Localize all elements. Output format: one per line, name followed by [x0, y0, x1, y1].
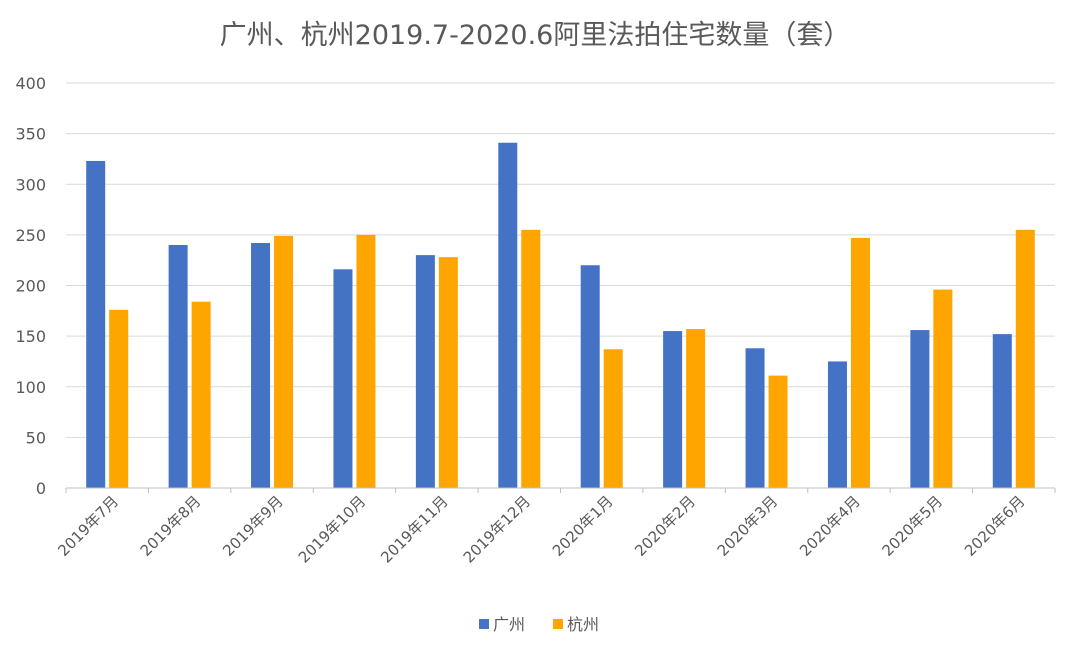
bar-series-1-3	[356, 234, 376, 488]
bar-series-1-9	[850, 237, 870, 488]
bar-series-0-8	[745, 348, 765, 488]
bar-series-1-1	[191, 301, 211, 488]
legend-swatch	[553, 619, 563, 629]
bar-series-1-11	[1015, 229, 1035, 488]
bar-series-0-7	[663, 331, 683, 488]
bar-series-0-9	[827, 361, 847, 488]
bar-series-0-4	[415, 255, 435, 488]
bar-series-0-5	[498, 142, 518, 489]
legend: 广州 杭州	[479, 615, 599, 634]
x-tick-label: 2020年2月	[631, 492, 699, 560]
bar-series-1-7	[686, 329, 706, 488]
x-tick-label: 2019年10月	[295, 492, 369, 566]
bar-series-0-10	[910, 330, 930, 488]
bars	[86, 142, 1035, 489]
y-tick-label: 0	[36, 479, 46, 498]
y-axis-ticks: 0 50 100 150 200 250 300 350 400	[15, 74, 46, 498]
bar-series-1-0	[109, 309, 129, 488]
y-tick-label: 350	[15, 125, 46, 144]
bar-series-0-6	[580, 265, 600, 488]
x-tick-label: 2019年7月	[54, 492, 122, 560]
y-tick-label: 200	[15, 277, 46, 296]
bar-series-1-8	[768, 375, 788, 488]
bar-series-1-10	[933, 289, 953, 488]
x-tick-label: 2020年1月	[549, 492, 617, 560]
y-tick-label: 100	[15, 378, 46, 397]
x-tick-label: 2019年11月	[377, 492, 451, 566]
bar-series-0-0	[86, 160, 106, 488]
x-tick-label: 2020年6月	[961, 492, 1029, 560]
legend-label: 广州	[493, 615, 525, 634]
x-axis-labels: 2019年7月 2019年8月 2019年9月 2019年10月 2019年11月 201…	[54, 492, 1028, 566]
y-tick-label: 50	[26, 428, 46, 447]
x-tick-label: 2020年5月	[879, 492, 947, 560]
x-axis	[65, 487, 1056, 493]
x-tick-label: 2020年3月	[714, 492, 782, 560]
x-tick-label: 2019年8月	[137, 492, 205, 560]
legend-label: 杭州	[567, 615, 599, 634]
bar-series-1-4	[438, 257, 458, 488]
bar-series-1-2	[274, 235, 294, 488]
bar-series-0-11	[992, 334, 1012, 488]
y-tick-label: 150	[15, 327, 46, 346]
bar-series-0-3	[333, 269, 353, 488]
x-tick-label: 2020年4月	[796, 492, 864, 560]
bar-series-0-1	[168, 245, 188, 488]
chart-title: 广州、杭州2019.7-2020.6阿里法拍住宅数量（套）	[220, 20, 851, 51]
gridlines	[66, 82, 1055, 438]
x-tick-label: 2019年12月	[460, 492, 534, 566]
y-tick-label: 400	[15, 74, 46, 93]
x-tick-label: 2019年9月	[219, 492, 287, 560]
bar-series-1-5	[521, 229, 541, 488]
legend-swatch	[479, 619, 489, 629]
bar-series-0-2	[251, 242, 271, 488]
y-tick-label: 250	[15, 226, 46, 245]
bar-series-1-6	[603, 349, 623, 488]
y-tick-label: 300	[15, 175, 46, 194]
